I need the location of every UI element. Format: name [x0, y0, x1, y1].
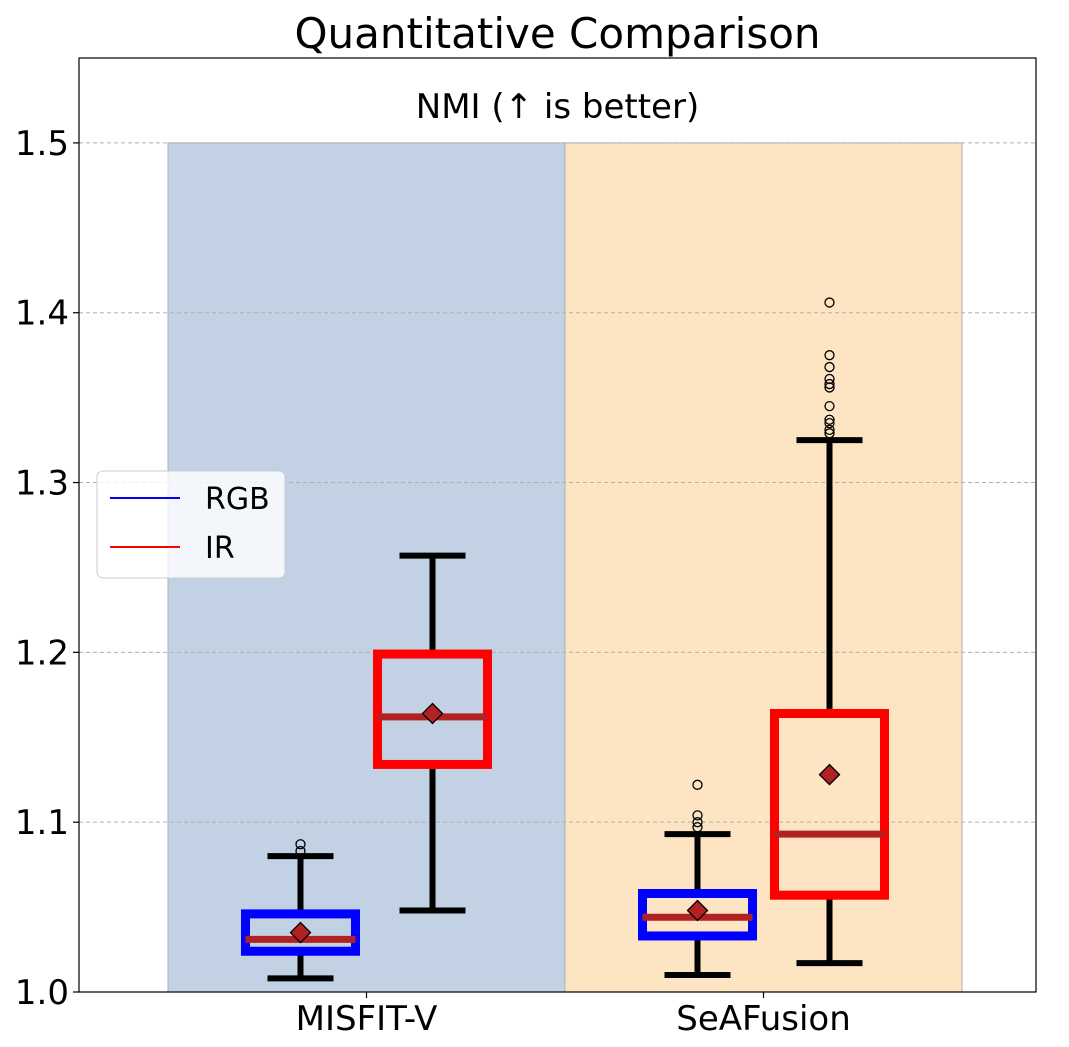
- y-tick-label: 1.3: [15, 464, 69, 504]
- grid-lines: [79, 142, 1036, 823]
- box-iqr: [373, 649, 492, 769]
- box-ir-misfit-v: [373, 552, 492, 914]
- x-tick-label: MISFIT-V: [296, 999, 438, 1039]
- outlier-point: [692, 810, 703, 821]
- y-axis: 1.0 1.1 1.2 1.3 1.4 1.5: [15, 124, 79, 1013]
- band-seafusion: [564, 142, 963, 993]
- legend: RGB IR: [96, 470, 286, 579]
- y-tick-label: 1.1: [15, 803, 69, 843]
- legend-label-ir: IR: [205, 531, 235, 566]
- mean-marker: [818, 763, 841, 786]
- legend-label-rgb: RGB: [205, 482, 270, 517]
- box-iqr: [770, 708, 889, 900]
- outlier-point: [692, 817, 703, 828]
- outlier-point: [824, 361, 835, 373]
- chart-title: Quantitative Comparison: [294, 9, 820, 58]
- outlier-point: [692, 779, 703, 790]
- box-ir-seafusion: [770, 297, 889, 967]
- chart-subtitle: NMI (↑ is better): [416, 87, 699, 127]
- box-iqr: [241, 909, 360, 956]
- y-tick-label: 1.5: [15, 124, 69, 164]
- box-rgb-seafusion: [638, 779, 757, 979]
- box-rgb-misfit-v: [241, 839, 360, 982]
- outlier-point: [824, 428, 835, 439]
- outlier-point: [824, 417, 835, 429]
- outlier-point: [692, 822, 703, 833]
- category-bands: [167, 142, 963, 993]
- mean-marker: [686, 899, 709, 922]
- x-axis: MISFIT-V SeAFusion: [296, 992, 851, 1039]
- outlier-point: [824, 424, 835, 436]
- outlier-point: [295, 845, 306, 857]
- outlier-point: [824, 414, 835, 425]
- outlier-point: [824, 378, 835, 390]
- y-tick-label: 1.4: [15, 294, 69, 334]
- mean-marker: [421, 702, 444, 725]
- outlier-point: [824, 297, 835, 308]
- outlier-point: [824, 350, 835, 361]
- plot-frame: [78, 57, 1037, 993]
- mean-marker: [289, 921, 312, 944]
- x-tick-label: SeAFusion: [676, 999, 851, 1039]
- box-series: [241, 297, 889, 982]
- outlier-point: [824, 373, 835, 385]
- y-tick-label: 1.0: [15, 973, 69, 1013]
- outlier-point: [824, 400, 835, 412]
- y-tick-label: 1.2: [15, 633, 69, 673]
- outlier-point: [295, 839, 306, 850]
